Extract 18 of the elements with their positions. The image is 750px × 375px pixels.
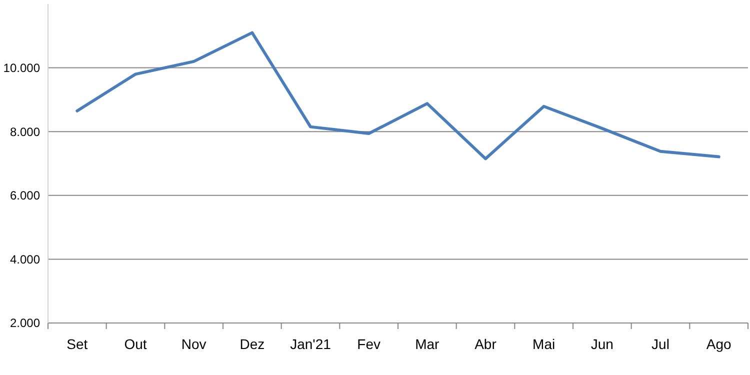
x-tick-label: Ago [706, 336, 732, 352]
x-tick-label: Set [66, 336, 88, 352]
x-tick-label: Mar [415, 336, 440, 352]
x-tick-label: Fev [357, 336, 381, 352]
x-tick-label: Nov [181, 336, 206, 352]
x-tick-label: Mai [532, 336, 556, 352]
x-tick-label: Jan'21 [290, 336, 332, 352]
line-series [76, 31, 720, 160]
y-tick-label: 2.000 [10, 316, 40, 330]
x-tick-label: Jun [590, 336, 614, 352]
x-tick-label: Out [124, 336, 147, 352]
y-tick-label: 4.000 [10, 252, 40, 266]
x-tick-label: Dez [240, 336, 265, 352]
y-tick-label: 8.000 [10, 124, 40, 139]
y-tick-label: 10.000 [3, 61, 40, 75]
y-tick-label: 6.000 [10, 188, 40, 203]
x-tick-label: Jul [652, 336, 670, 352]
x-tick-label: Abr [474, 336, 497, 352]
